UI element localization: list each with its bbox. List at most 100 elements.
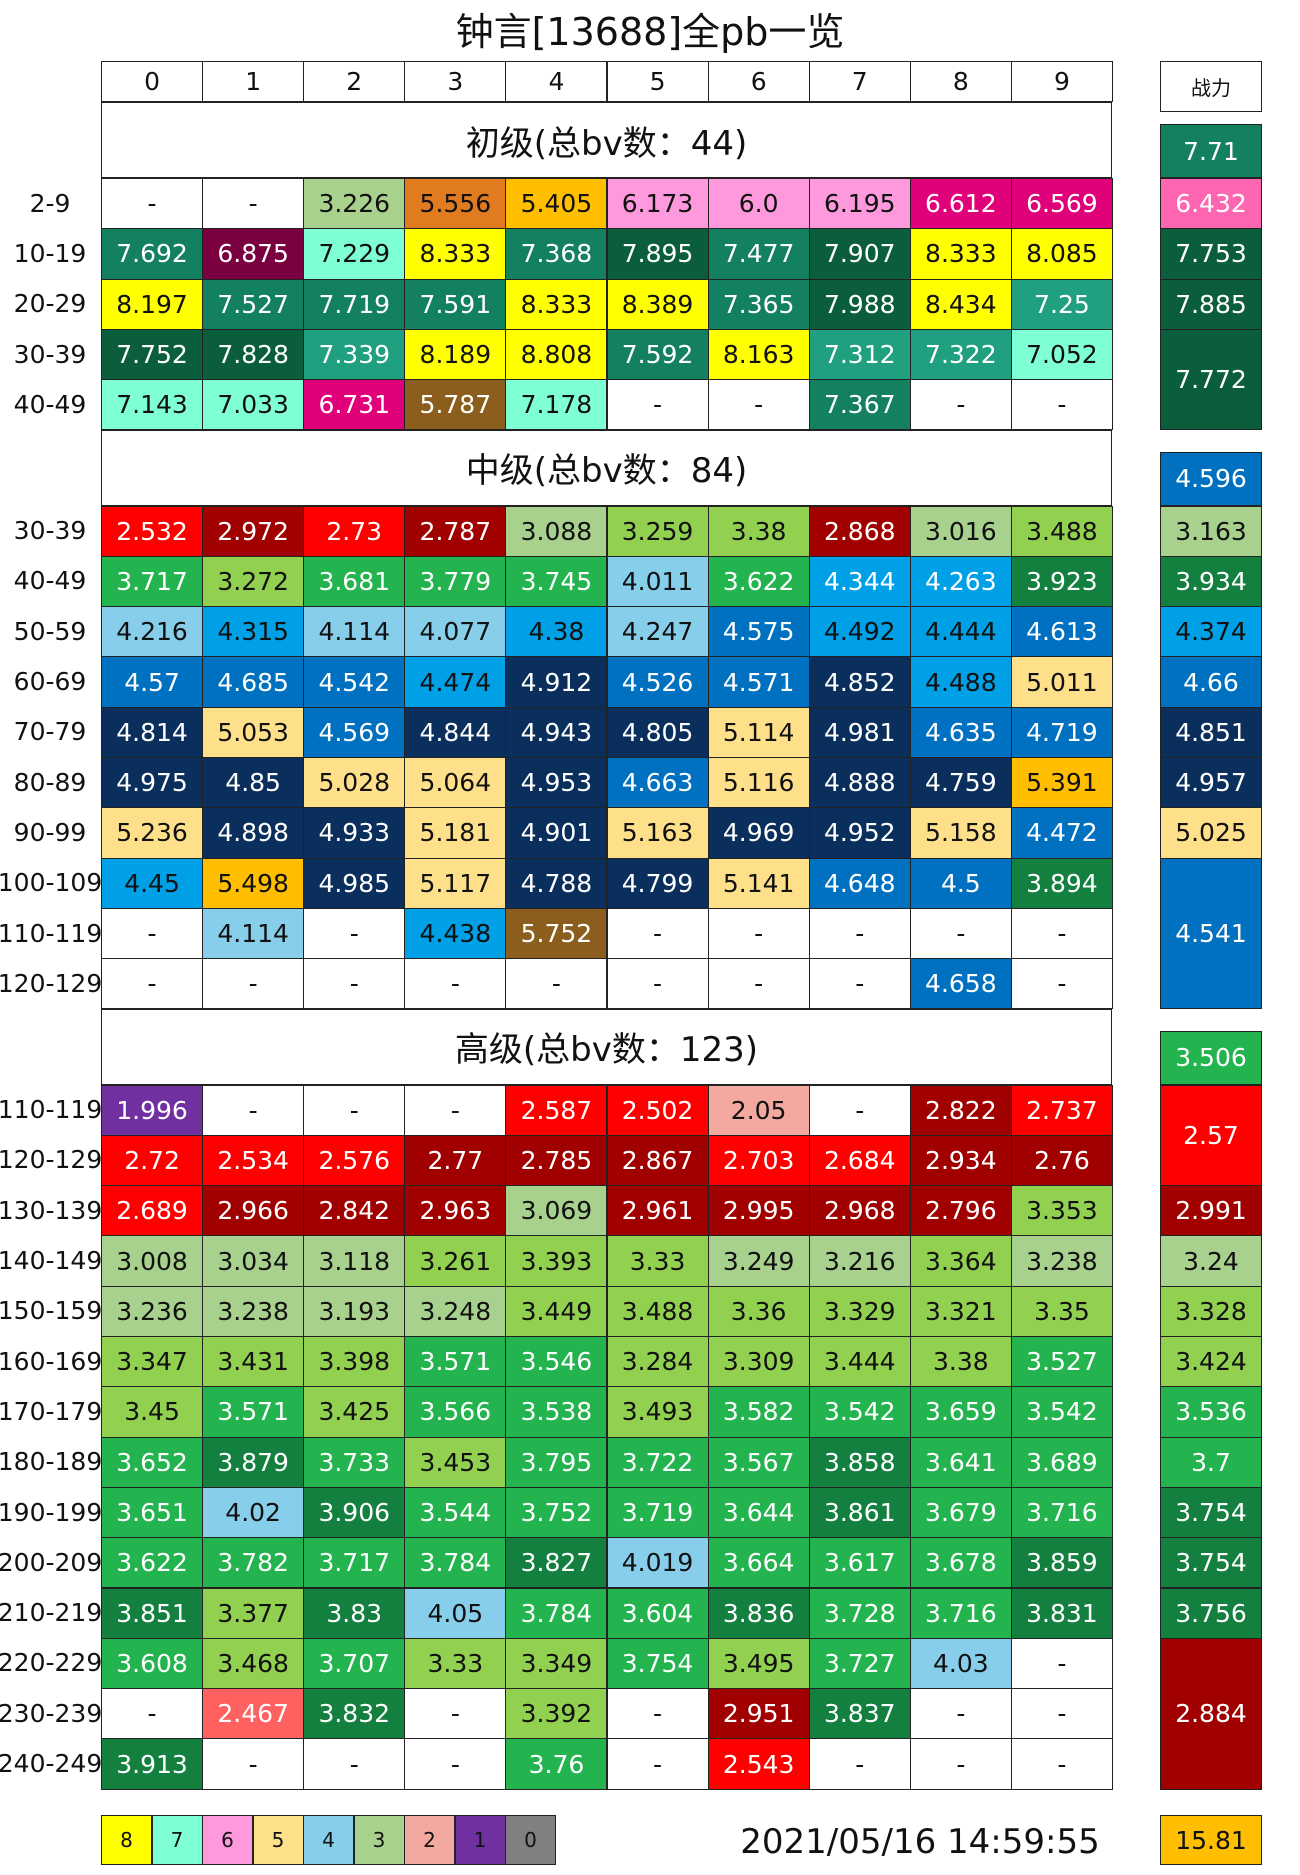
power-cell: 7.885 — [1160, 278, 1262, 330]
pb-cell: 3.608 — [101, 1637, 204, 1690]
pb-cell: 3.468 — [202, 1637, 305, 1690]
pb-cell: 3.861 — [808, 1486, 911, 1539]
power-cell: 4.374 — [1160, 606, 1262, 658]
pb-cell: 5.116 — [707, 757, 810, 809]
pb-cell: 4.888 — [808, 757, 911, 809]
row-label: 20-29 — [13, 289, 87, 319]
power-cell: 6.432 — [1160, 178, 1262, 230]
pb-cell: 5.752 — [505, 907, 608, 960]
pb-cell: 3.795 — [505, 1436, 608, 1488]
power-cell: 3.754 — [1160, 1537, 1262, 1589]
pb-cell: 3.571 — [404, 1336, 507, 1388]
pb-cell: 2.502 — [606, 1084, 709, 1136]
row-label: 160-169 — [0, 1346, 103, 1376]
pb-cell: 4.019 — [606, 1537, 709, 1589]
pb-cell: 3.329 — [808, 1285, 911, 1337]
pb-cell: 2.822 — [909, 1084, 1012, 1136]
section-power: 4.596 — [1160, 451, 1262, 506]
pb-cell: - — [808, 1738, 911, 1790]
pb-cell: 4.492 — [808, 606, 911, 658]
pb-cell: 3.38 — [909, 1336, 1012, 1388]
pb-cell: 3.449 — [505, 1285, 608, 1337]
pb-cell: 3.272 — [202, 555, 305, 608]
pb-cell: 3.034 — [202, 1235, 305, 1287]
pb-cell: 3.622 — [707, 555, 810, 608]
pb-cell: 4.315 — [202, 606, 305, 658]
pb-cell: - — [606, 1738, 709, 1790]
power-cell: 4.66 — [1160, 656, 1262, 708]
pb-cell: 5.053 — [202, 706, 305, 758]
column-header: 8 — [909, 61, 1012, 102]
pb-cell: 7.229 — [303, 228, 406, 280]
row-label: 90-99 — [13, 817, 87, 847]
pb-cell: - — [404, 1084, 507, 1136]
pb-cell: 3.236 — [101, 1285, 204, 1337]
legend-swatch: 3 — [353, 1815, 405, 1865]
pb-cell: 7.895 — [606, 228, 709, 280]
pb-cell: 3.33 — [606, 1235, 709, 1287]
pb-cell: - — [1010, 379, 1113, 431]
legend-swatch: 5 — [252, 1815, 304, 1865]
pb-cell: 8.389 — [606, 278, 709, 330]
row-label: 10-19 — [13, 238, 87, 268]
pb-cell: 4.575 — [707, 606, 810, 658]
section-power: 7.71 — [1160, 124, 1262, 178]
pb-cell: 3.309 — [707, 1336, 810, 1388]
pb-cell: 3.431 — [202, 1336, 305, 1388]
pb-cell: 3.836 — [707, 1587, 810, 1639]
pb-cell: 3.35 — [1010, 1285, 1113, 1337]
pb-cell: 1.996 — [101, 1084, 204, 1136]
pb-cell: 3.393 — [505, 1235, 608, 1287]
pb-cell: 4.805 — [606, 706, 709, 758]
pb-cell: 5.028 — [303, 757, 406, 809]
pb-cell: 3.719 — [606, 1486, 709, 1539]
pb-cell: 4.57 — [101, 656, 204, 708]
pb-cell: - — [606, 907, 709, 960]
pb-cell: 2.796 — [909, 1185, 1012, 1237]
pb-cell: - — [606, 379, 709, 431]
column-header: 0 — [101, 61, 204, 102]
pb-cell: 4.247 — [606, 606, 709, 658]
pb-cell: 4.912 — [505, 656, 608, 708]
pb-cell: 4.526 — [606, 656, 709, 708]
pb-cell: - — [404, 1738, 507, 1790]
pb-cell: 2.576 — [303, 1134, 406, 1187]
pb-cell: 3.398 — [303, 1336, 406, 1388]
pb-cell: 3.45 — [101, 1386, 204, 1438]
row-label: 30-39 — [13, 516, 87, 546]
pb-cell: 3.495 — [707, 1637, 810, 1690]
pb-cell: 4.981 — [808, 706, 911, 758]
power-cell: 3.328 — [1160, 1285, 1262, 1337]
pb-cell: 4.685 — [202, 656, 305, 708]
pb-cell: 4.45 — [101, 857, 204, 909]
pb-cell: 8.197 — [101, 278, 204, 330]
row-label: 190-199 — [0, 1497, 103, 1527]
pb-cell: 7.592 — [606, 328, 709, 381]
pb-cell: 4.799 — [606, 857, 709, 909]
pb-cell: 3.249 — [707, 1235, 810, 1287]
pb-cell: 3.827 — [505, 1537, 608, 1589]
pb-cell: - — [707, 379, 810, 431]
pb-cell: - — [303, 958, 406, 1010]
power-cell: 3.934 — [1160, 555, 1262, 608]
pb-cell: 3.566 — [404, 1386, 507, 1438]
pb-cell: 3.644 — [707, 1486, 810, 1539]
pb-cell: 7.368 — [505, 228, 608, 280]
pb-cell: 5.011 — [1010, 656, 1113, 708]
pb-cell: 4.05 — [404, 1587, 507, 1639]
row-label: 240-249 — [0, 1749, 103, 1779]
pb-cell: 3.906 — [303, 1486, 406, 1539]
pb-cell: 6.173 — [606, 178, 709, 230]
pb-cell: 5.391 — [1010, 757, 1113, 809]
pb-cell: 2.72 — [101, 1134, 204, 1187]
pb-cell: 4.759 — [909, 757, 1012, 809]
power-cell: 7.753 — [1160, 228, 1262, 280]
row-label: 150-159 — [0, 1296, 103, 1326]
pb-cell: 7.527 — [202, 278, 305, 330]
pb-cell: 3.879 — [202, 1436, 305, 1488]
row-label: 60-69 — [13, 667, 87, 697]
pb-cell: 4.901 — [505, 807, 608, 859]
pb-cell: 3.754 — [606, 1637, 709, 1690]
pb-cell: 3.923 — [1010, 555, 1113, 608]
legend-swatch: 1 — [454, 1815, 506, 1865]
